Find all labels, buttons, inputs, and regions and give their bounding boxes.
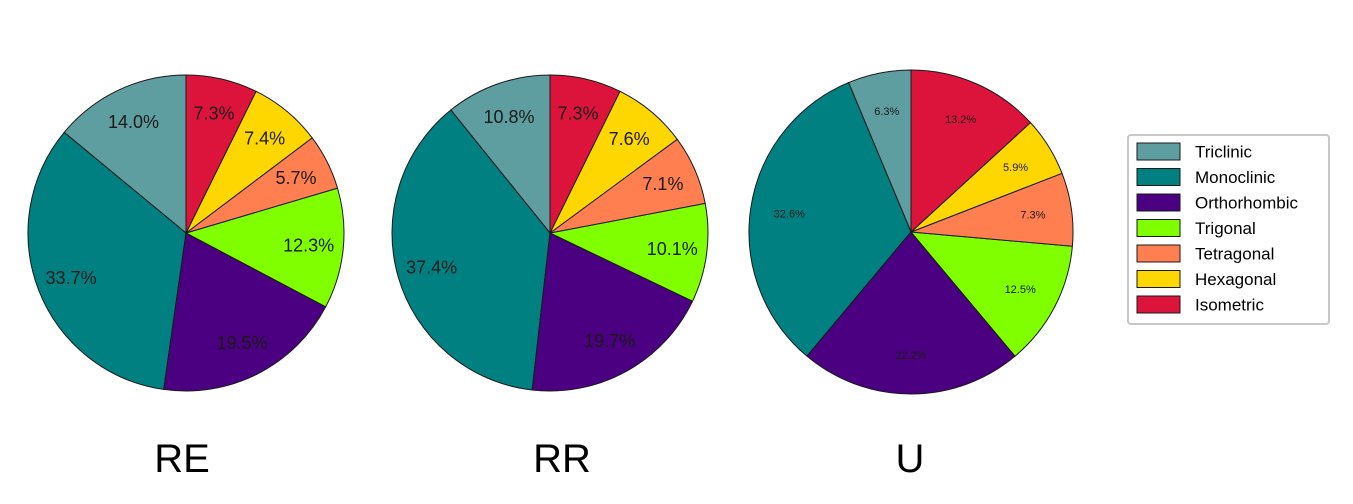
legend: Triclinic Monoclinic Orthorhombic Trigonal T… [1127, 134, 1330, 325]
legend-swatch-isometric [1136, 295, 1181, 314]
pie-slice-u-monoclinic [748, 81, 912, 357]
pie-label-rr-triclinic: 10.8% [483, 107, 534, 127]
pie-title-re: RE [154, 437, 210, 481]
legend-label-monoclinic: Monoclinic [1195, 168, 1276, 187]
legend-swatch-monoclinic [1136, 168, 1181, 186]
pie-label-u-triclinic: 6.3% [874, 106, 899, 118]
pie-label-u-hexagonal: 5.9% [1003, 162, 1028, 174]
pie-label-re-hexagonal: 7.4% [244, 128, 285, 148]
pie-slice-u-isometric [910, 69, 1032, 234]
pie-label-u-orthorhombic: 22.2% [895, 350, 926, 362]
pie-slice-rr-trigonal [548, 202, 709, 302]
pie-slice-rr-triclinic [450, 74, 551, 235]
legend-swatch-trigonal [1136, 219, 1181, 237]
pie-label-re-orthorhombic: 19.5% [216, 333, 267, 353]
pie-label-rr-isometric: 7.3% [558, 103, 599, 123]
pie-slice-rr-isometric [549, 74, 621, 234]
pie-title-u: U [896, 437, 925, 481]
legend-label-hexagonal: Hexagonal [1195, 270, 1276, 289]
pie-label-re-isometric: 7.3% [194, 103, 235, 123]
pie-label-u-trigonal: 12.5% [1005, 284, 1036, 296]
pie-slice-rr-monoclinic [391, 109, 551, 391]
pie-label-rr-tetragonal: 7.1% [642, 174, 683, 194]
pie-label-u-monoclinic: 32.6% [774, 208, 805, 220]
legend-label-tetragonal: Tetragonal [1195, 245, 1274, 264]
legend-swatch-orthorhombic [1136, 193, 1181, 212]
pie-slice-re-monoclinic [27, 131, 187, 390]
pie-chart-re: 14.0% 33.7% 19.5% 12.3% 5.7% 7.4% 7.3% RE [27, 74, 345, 481]
pie-title-rr: RR [533, 437, 591, 481]
pie-slice-re-orthorhombic [163, 232, 327, 392]
legend-label-trigonal: Trigonal [1195, 219, 1256, 238]
pie-slice-re-triclinic [63, 74, 187, 235]
legend-label-triclinic: Triclinic [1195, 143, 1252, 162]
pie-label-re-trigonal: 12.3% [283, 235, 334, 255]
pie-label-re-triclinic: 14.0% [108, 112, 159, 132]
pie-label-u-isometric: 13.2% [945, 114, 976, 126]
pie-slice-u-orthorhombic [806, 231, 1016, 395]
pie-chart-rr: 10.8% 37.4% 19.7% 10.1% 7.1% 7.6% 7.3% RR [391, 74, 709, 481]
pie-charts: 14.0% 33.7% 19.5% 12.3% 5.7% 7.4% 7.3% RE 10.8% 3… [27, 69, 1074, 481]
pie-slice-re-isometric [185, 74, 257, 234]
pie-label-rr-monoclinic: 37.4% [406, 258, 457, 278]
pie-slice-u-trigonal [909, 231, 1073, 357]
pie-label-rr-trigonal: 10.1% [647, 239, 698, 259]
pie-slice-re-trigonal [184, 187, 345, 308]
legend-label-orthorhombic: Orthorhombic [1195, 194, 1298, 213]
pie-label-rr-orthorhombic: 19.7% [584, 331, 635, 351]
pie-label-rr-hexagonal: 7.6% [609, 129, 650, 149]
pie-slice-rr-orthorhombic [531, 232, 694, 392]
legend-swatch-hexagonal [1136, 270, 1181, 288]
pie-chart-u: 6.3% 32.6% 22.2% 12.5% 7.3% 5.9% 13.2% U [748, 69, 1074, 481]
pie-label-re-monoclinic: 33.7% [46, 268, 97, 288]
legend-swatch-tetragonal [1136, 244, 1181, 263]
legend-label-isometric: Isometric [1195, 296, 1264, 315]
pie-label-re-tetragonal: 5.7% [276, 168, 317, 188]
pie-label-u-tetragonal: 7.3% [1020, 210, 1045, 222]
legend-swatch-triclinic [1136, 142, 1181, 161]
